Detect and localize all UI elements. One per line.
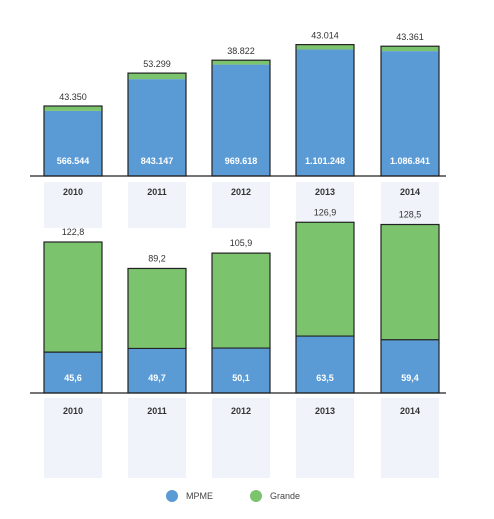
tick-top-2013: 2013 — [315, 187, 335, 197]
band-bottom-4 — [381, 398, 439, 478]
band-bottom-1 — [128, 398, 186, 478]
label2-mpme-2014: 59,4 — [401, 373, 419, 383]
bar2-mpme-2012 — [212, 348, 270, 393]
bar2-grande-2012 — [212, 253, 270, 349]
bar-mpme-2014 — [381, 51, 439, 177]
legend-swatch-mpme — [166, 490, 178, 502]
band-top-1 — [128, 182, 186, 228]
label-mpme-2011: 843.147 — [141, 156, 174, 166]
bar-grande-2013 — [296, 44, 354, 50]
label2-mpme-2012: 50,1 — [232, 373, 250, 383]
label2-grande-2010: 122,8 — [62, 227, 85, 237]
label2-grande-2014: 128,5 — [399, 210, 422, 220]
bar-mpme-2011 — [128, 79, 186, 176]
bar-grande-2012 — [212, 60, 270, 65]
label2-mpme-2013: 63,5 — [316, 373, 334, 383]
bar-grande-2010 — [44, 106, 102, 111]
label-grande-2013: 43.014 — [311, 31, 339, 41]
band-top-2 — [212, 182, 270, 228]
band-top-3 — [296, 182, 354, 228]
label-mpme-2010: 566.544 — [57, 156, 90, 166]
label-mpme-2014: 1.086.841 — [390, 156, 430, 166]
legend-label-mpme: MPME — [186, 491, 213, 501]
legend-label-grande: Grande — [270, 491, 301, 501]
tick-top-2010: 2010 — [63, 187, 83, 197]
bar-mpme-2013 — [296, 49, 354, 176]
bar-grande-2011 — [128, 73, 186, 80]
label-grande-2010: 43.350 — [59, 92, 87, 102]
bar2-mpme-2011 — [128, 348, 186, 393]
legend-swatch-grande — [250, 490, 262, 502]
band-bottom-0 — [44, 398, 102, 478]
bar2-grande-2010 — [44, 241, 102, 353]
tick-bottom-2014: 2014 — [400, 406, 420, 416]
bar2-grande-2014 — [381, 224, 439, 340]
tick-bottom-2013: 2013 — [315, 406, 335, 416]
band-top-0 — [44, 182, 102, 228]
label-grande-2014: 43.361 — [396, 32, 424, 42]
label2-grande-2013: 126,9 — [314, 207, 337, 217]
label-grande-2012: 38.822 — [227, 46, 255, 56]
label2-mpme-2010: 45,6 — [64, 373, 82, 383]
bar-mpme-2012 — [212, 64, 270, 176]
label-grande-2011: 53.299 — [143, 59, 171, 69]
label-mpme-2012: 969.618 — [225, 156, 258, 166]
bar-mpme-2010 — [44, 110, 102, 176]
tick-top-2012: 2012 — [231, 187, 251, 197]
tick-bottom-2012: 2012 — [231, 406, 251, 416]
band-bottom-3 — [296, 398, 354, 478]
bar2-mpme-2014 — [381, 339, 439, 393]
bar-grande-2014 — [381, 46, 439, 52]
tick-top-2014: 2014 — [400, 187, 420, 197]
label-mpme-2013: 1.101.248 — [305, 156, 345, 166]
label2-grande-2011: 89,2 — [148, 253, 166, 263]
legend-item-grande: Grande — [250, 490, 300, 502]
band-top-4 — [381, 182, 439, 228]
tick-top-2011: 2011 — [147, 187, 167, 197]
label2-grande-2012: 105,9 — [230, 238, 253, 248]
legend-item-mpme: MPME — [166, 490, 213, 502]
bar2-grande-2013 — [296, 222, 354, 337]
bar2-mpme-2010 — [44, 352, 102, 393]
tick-bottom-2011: 2011 — [147, 406, 167, 416]
tick-bottom-2010: 2010 — [63, 406, 83, 416]
bar2-grande-2011 — [128, 268, 186, 349]
band-bottom-2 — [212, 398, 270, 478]
bar2-mpme-2013 — [296, 336, 354, 393]
label2-mpme-2011: 49,7 — [148, 373, 166, 383]
